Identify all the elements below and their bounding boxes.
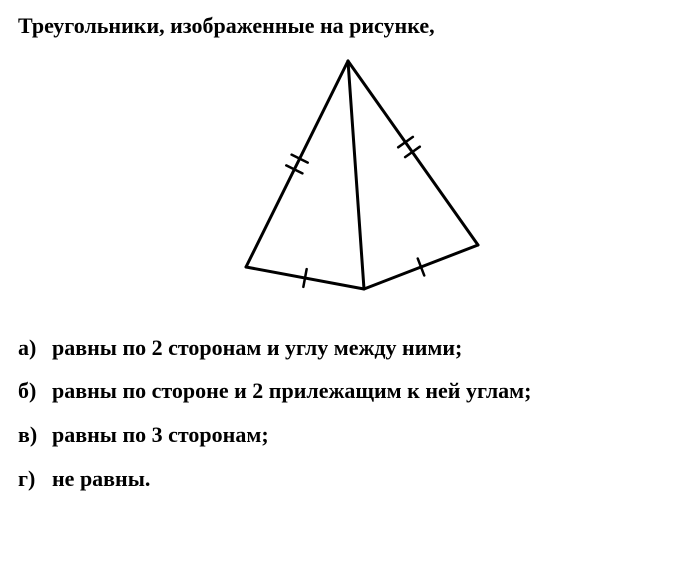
- option-text: равны по стороне и 2 прилежащим к ней уг…: [52, 376, 678, 406]
- option-c: в) равны по 3 сторонам;: [18, 420, 678, 450]
- option-text: равны по 2 сторонам и углу между ними;: [52, 333, 678, 363]
- option-text: равны по 3 сторонам;: [52, 420, 678, 450]
- option-letter: в): [18, 420, 52, 450]
- options-list: а) равны по 2 сторонам и углу между ними…: [18, 333, 678, 494]
- triangles-figure: [178, 49, 518, 319]
- option-text: не равны.: [52, 464, 678, 494]
- question-text: Треугольники, изображенные на рисунке,: [18, 12, 678, 41]
- option-a: а) равны по 2 сторонам и углу между ними…: [18, 333, 678, 363]
- option-d: г) не равны.: [18, 464, 678, 494]
- option-b: б) равны по стороне и 2 прилежащим к ней…: [18, 376, 678, 406]
- option-letter: б): [18, 376, 52, 406]
- figure-container: [18, 49, 678, 319]
- option-letter: г): [18, 464, 52, 494]
- option-letter: а): [18, 333, 52, 363]
